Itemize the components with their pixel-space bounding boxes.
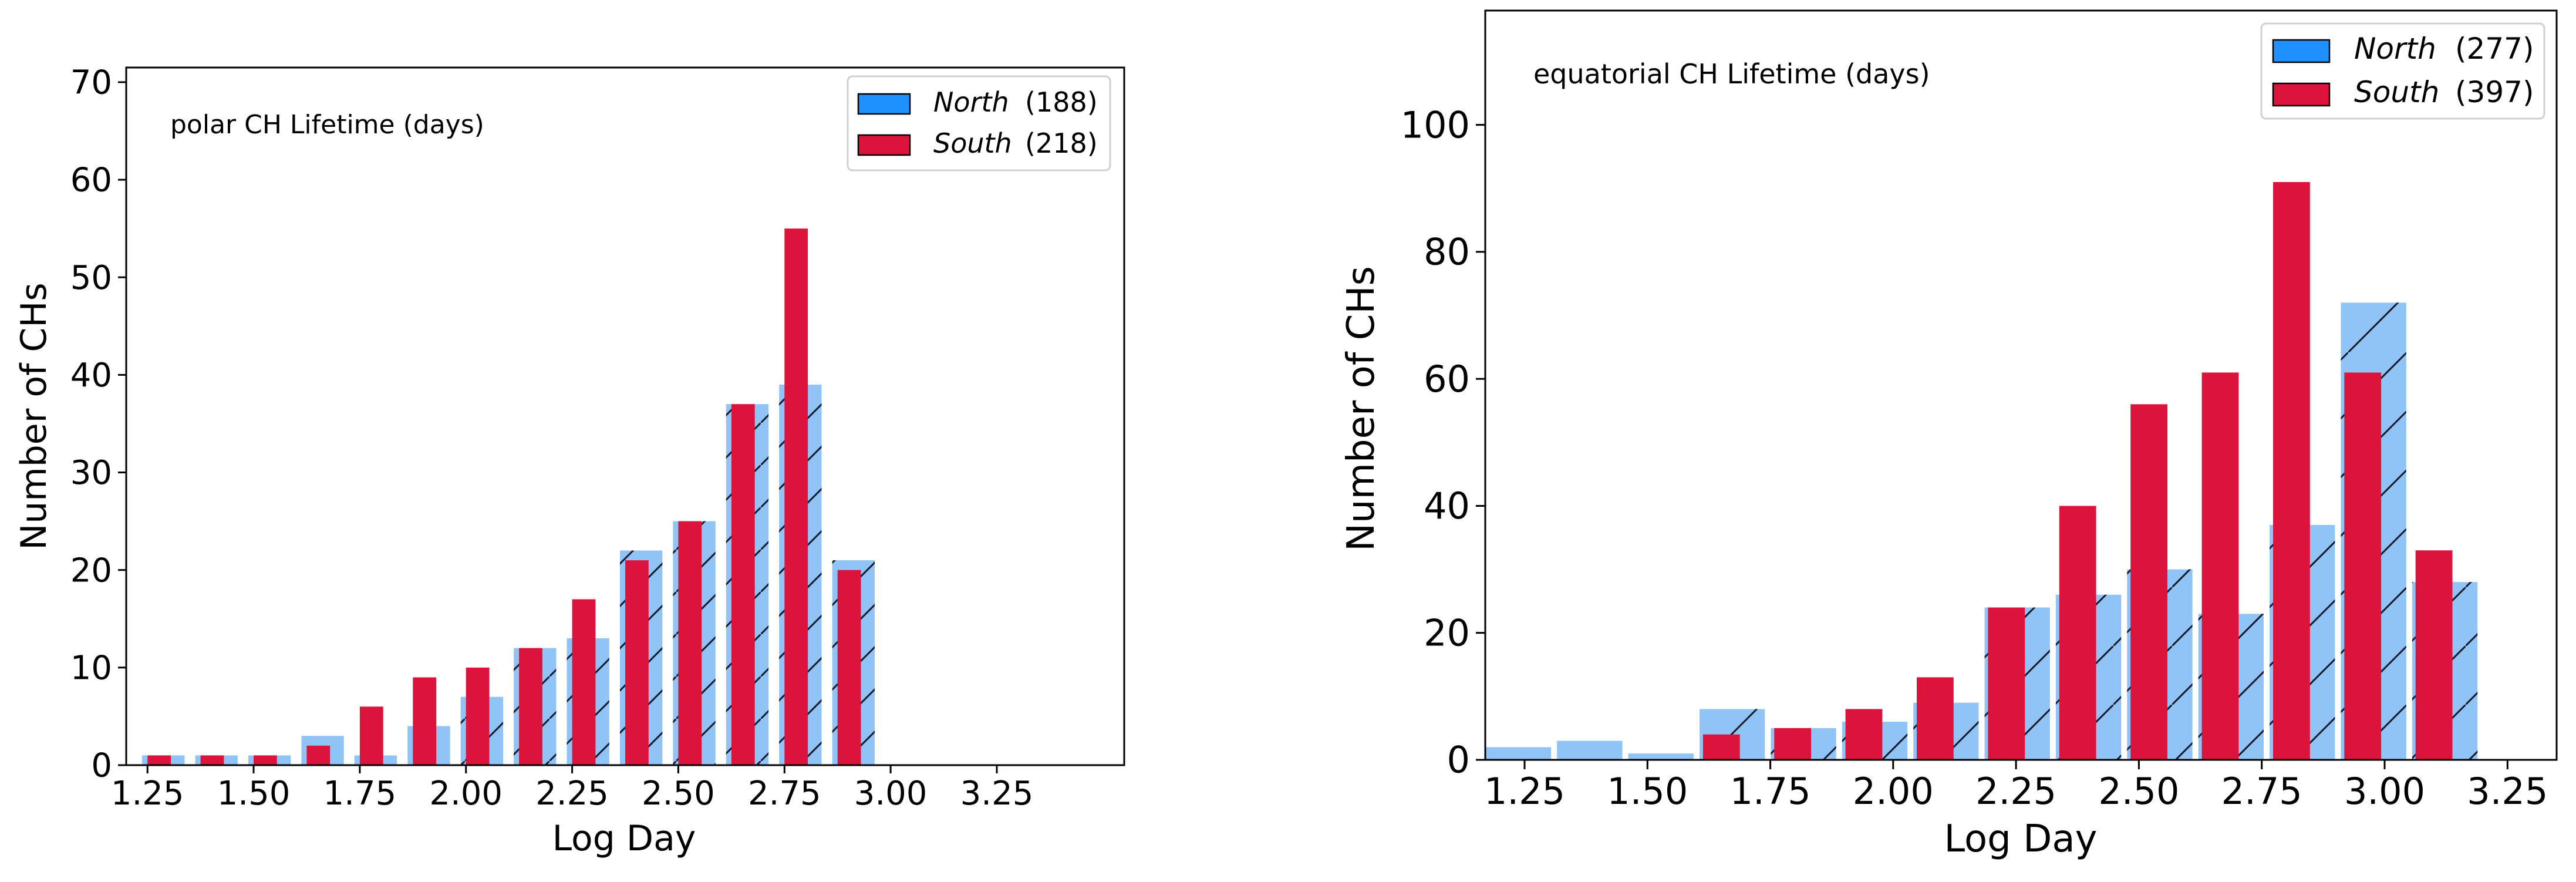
polar-south-bar-5 xyxy=(413,677,437,765)
polar-axis-ticks: 1.25 1.50 1.75 2.00 2.25 2.50 2.75 3.00 3.25 0 10 2… xyxy=(70,64,1034,813)
equatorial-x-tick-label-2: 1.75 xyxy=(1730,770,1811,813)
equatorial-south-bar-13 xyxy=(2415,550,2453,760)
polar-x-tick-label-3: 2.00 xyxy=(429,775,503,813)
equatorial-legend-north-swatch xyxy=(2272,39,2331,63)
polar-x-tick-label-7: 3.00 xyxy=(854,775,928,813)
equatorial-x-tick-label-0: 1.25 xyxy=(1484,770,1565,813)
equatorial-y-tick-label-1: 20 xyxy=(1424,611,1470,654)
polar-x-tick-label-2: 1.75 xyxy=(323,775,397,813)
polar-legend-south-swatch xyxy=(857,134,911,156)
polar-south-bar-2 xyxy=(254,755,277,765)
equatorial-north-bar-0 xyxy=(1485,747,1552,760)
polar-north-bars xyxy=(142,385,875,765)
equatorial-south-bar-12 xyxy=(2344,372,2382,760)
polar-x-tick-label-5: 2.50 xyxy=(642,775,715,813)
equatorial-x-tick-label-3: 2.00 xyxy=(1853,770,1934,813)
equatorial-x-tick-label-7: 3.00 xyxy=(2344,770,2425,813)
polar-legend-south-count: (218) xyxy=(1025,127,1098,159)
polar-legend-north-swatch xyxy=(857,93,911,115)
equatorial-y-tick-label-2: 40 xyxy=(1424,484,1470,527)
polar-south-bar-9 xyxy=(625,560,649,765)
equatorial-x-tick-label-1: 1.50 xyxy=(1607,770,1688,813)
polar-south-bar-4 xyxy=(359,706,383,765)
polar-south-bars xyxy=(147,228,861,765)
polar-y-tick-label-4: 40 xyxy=(70,356,112,395)
equatorial-x-tick-label-6: 2.75 xyxy=(2221,770,2302,813)
equatorial-y-tick-label-3: 60 xyxy=(1424,358,1470,400)
equatorial-south-bar-9 xyxy=(2130,404,2167,760)
equatorial-y-tick-label-4: 80 xyxy=(1424,231,1470,274)
equatorial-south-bars xyxy=(1702,182,2453,760)
polar-chart: 1.25 1.50 1.75 2.00 2.25 2.50 2.75 3.00 3.25 0 10 2… xyxy=(14,64,1125,859)
equatorial-x-tick-label-4: 2.25 xyxy=(1975,770,2056,813)
polar-x-tick-label-4: 2.25 xyxy=(535,775,609,813)
equatorial-y-axis-label: Number of CHs xyxy=(1340,266,1383,551)
equatorial-legend-south-count: (397) xyxy=(2455,75,2534,109)
polar-legend: North (188) South (218) xyxy=(847,75,1111,171)
equatorial-plot-frame xyxy=(1484,9,2558,761)
polar-x-axis-label: Log Day xyxy=(552,818,696,859)
polar-south-bar-11 xyxy=(731,404,755,765)
polar-y-tick-label-2: 20 xyxy=(70,551,112,590)
polar-plot-frame xyxy=(125,66,1125,766)
equatorial-south-bar-10 xyxy=(2201,372,2239,760)
equatorial-y-tick-label-5: 100 xyxy=(1401,103,1470,146)
polar-south-bar-8 xyxy=(572,599,596,765)
equatorial-legend-box xyxy=(2260,22,2545,120)
equatorial-north-bar-1 xyxy=(1557,740,1623,760)
polar-y-tick-label-5: 50 xyxy=(70,259,112,297)
polar-x-tick-label-1: 1.50 xyxy=(217,775,291,813)
equatorial-x-tick-label-5: 2.50 xyxy=(2098,770,2179,813)
polar-south-bar-13 xyxy=(837,570,861,765)
equatorial-x-axis-label: Log Day xyxy=(1944,817,2097,861)
equatorial-south-bar-8 xyxy=(2059,506,2096,760)
equatorial-south-bar-6 xyxy=(1917,677,1954,760)
polar-legend-north-count: (188) xyxy=(1025,86,1098,118)
polar-legend-box xyxy=(847,75,1111,171)
equatorial-y-tick-label-0: 0 xyxy=(1447,739,1470,782)
polar-y-tick-label-6: 60 xyxy=(70,161,112,200)
equatorial-legend-south-label: South xyxy=(2354,75,2439,109)
polar-south-bar-3 xyxy=(306,745,331,765)
equatorial-north-bars xyxy=(1485,302,2478,760)
polar-y-tick-label-7: 70 xyxy=(70,64,112,102)
equatorial-legend-south-swatch xyxy=(2272,82,2331,107)
equatorial-annotation: equatorial CH Lifetime (days) xyxy=(1533,58,1930,90)
equatorial-chart: 1.25 1.50 1.75 2.00 2.25 2.50 2.75 3.00 3.25 0 20 4… xyxy=(1340,9,2558,861)
equatorial-x-tick-label-8: 3.25 xyxy=(2467,770,2548,813)
equatorial-south-bar-3 xyxy=(1702,734,1740,760)
equatorial-south-bar-5 xyxy=(1845,709,1883,760)
polar-south-bar-0 xyxy=(147,755,171,765)
equatorial-axis-ticks: 1.25 1.50 1.75 2.00 2.25 2.50 2.75 3.00 3.25 0 20 4… xyxy=(1401,103,2548,813)
polar-legend-north-label: North xyxy=(933,86,1009,118)
polar-south-bar-12 xyxy=(784,228,808,765)
equatorial-north-bar-2 xyxy=(1628,753,1694,760)
polar-south-bar-7 xyxy=(519,648,542,765)
equatorial-legend-north-count: (277) xyxy=(2455,32,2534,66)
polar-legend-south-label: South xyxy=(933,127,1012,159)
equatorial-south-bar-11 xyxy=(2273,182,2310,760)
equatorial-legend-north-label: North xyxy=(2354,32,2436,66)
polar-annotation: polar CH Lifetime (days) xyxy=(170,110,484,140)
polar-south-bar-1 xyxy=(200,755,224,765)
equatorial-legend: North (277) South (397) xyxy=(2260,22,2545,120)
polar-y-tick-label-0: 0 xyxy=(91,747,112,785)
polar-y-tick-label-1: 10 xyxy=(70,649,112,687)
equatorial-south-bar-4 xyxy=(1774,728,1811,760)
polar-y-tick-label-3: 30 xyxy=(70,454,112,492)
polar-south-bar-6 xyxy=(466,667,490,765)
equatorial-south-bar-7 xyxy=(1988,607,2025,760)
polar-x-tick-label-0: 1.25 xyxy=(111,775,184,813)
polar-y-axis-label: Number of CHs xyxy=(14,282,55,550)
polar-south-bar-10 xyxy=(678,521,702,765)
polar-x-tick-label-6: 2.75 xyxy=(748,775,821,813)
polar-x-tick-label-8: 3.25 xyxy=(960,775,1034,813)
